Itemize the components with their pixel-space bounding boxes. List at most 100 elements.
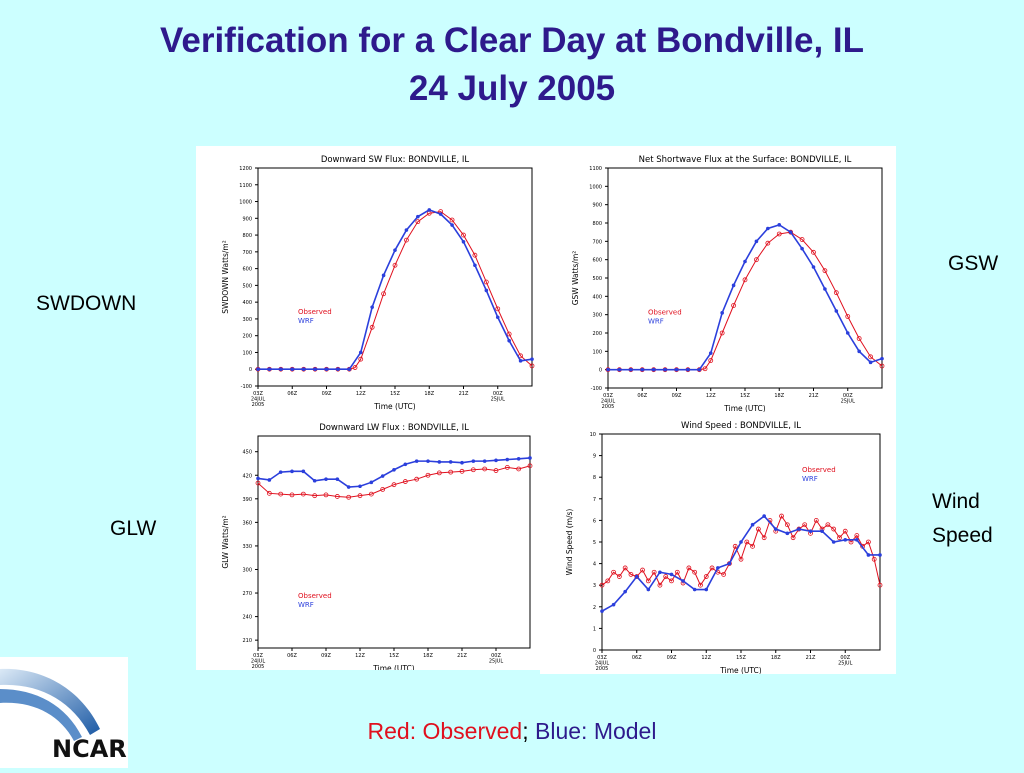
series-observed-point [698, 582, 703, 588]
series-wrf-point [777, 223, 782, 227]
series-wrf-point [471, 459, 476, 463]
series-observed-point [721, 571, 727, 577]
y-tick-label: 0 [593, 648, 596, 654]
x-tick-label: 18Z [423, 653, 433, 659]
x-tick-label-line: 03Z [253, 391, 263, 397]
series-wrf-point [634, 574, 639, 579]
series-wrf-point [278, 470, 283, 474]
y-tick-label: 600 [592, 258, 602, 264]
x-tick-label: 03Z 24JUL 2005 [251, 391, 265, 408]
x-tick-label-line: 12Z [356, 391, 366, 397]
y-tick-label: 0 [249, 367, 252, 373]
x-tick-label-line: 00Z [840, 655, 850, 661]
series-wrf-point [505, 457, 510, 462]
x-tick-label: 00Z 25JUL [841, 393, 855, 405]
label-glw: GLW [110, 517, 157, 540]
y-tick-label: 270 [242, 591, 252, 597]
series-observed-point [622, 565, 628, 571]
series-wrf-point [704, 587, 709, 592]
series-observed-point [334, 494, 340, 499]
series-observed-point [414, 476, 420, 482]
series-observed-point [278, 491, 284, 497]
series-observed-point [482, 466, 488, 472]
series-observed-point [352, 365, 358, 370]
series-observed-point [784, 522, 790, 528]
series-observed-point [856, 336, 862, 341]
series-observed-point [493, 468, 499, 473]
y-tick-label: -100 [241, 384, 252, 390]
series-wrf-point [762, 514, 766, 518]
series-observed-point [448, 469, 454, 475]
x-tick-label: 09Z [322, 391, 332, 397]
series-wrf-point [658, 570, 662, 575]
x-axis-label: Time (UTC) [372, 664, 415, 670]
y-tick-label: 900 [592, 203, 602, 209]
series-observed-point [472, 252, 478, 258]
series-observed-point [719, 330, 725, 336]
series-wrf-point [831, 540, 836, 544]
y-tick-label: 390 [242, 497, 252, 503]
series-wrf-point [256, 367, 260, 372]
series-observed-point [802, 522, 808, 528]
x-tick-label-line: 00Z [493, 391, 503, 397]
x-axis-label: Time (UTC) [723, 404, 766, 412]
series-wrf-point [743, 259, 747, 264]
y-tick-label: 100 [242, 350, 252, 356]
series-wrf-point [708, 351, 713, 355]
series-wrf-point [346, 485, 351, 489]
series-wrf-point [518, 359, 523, 363]
x-tick-label: 06Z [287, 391, 297, 397]
y-tick-label: 400 [242, 300, 252, 306]
y-tick-label: 360 [242, 520, 252, 526]
x-axis-label: Time (UTC) [719, 666, 762, 674]
x-tick-label: 15Z [389, 653, 399, 659]
ncar-logo-swoosh: NCAR [0, 668, 127, 763]
x-tick-label-line: 25JUL [489, 659, 503, 665]
series-observed-point [765, 240, 771, 246]
series-wrf-point [290, 367, 295, 372]
x-tick-label-line: 06Z [287, 391, 297, 397]
series-observed-point [402, 479, 408, 484]
series-observed-point [657, 582, 663, 588]
series-wrf-point [426, 459, 430, 463]
series-observed-point [470, 467, 476, 473]
y-tick-label: 200 [242, 334, 252, 340]
series-wrf-point [335, 477, 340, 481]
x-tick-label-line: 25JUL [841, 399, 855, 405]
x-tick-label: 21Z [459, 391, 469, 397]
x-tick-label: 18Z [771, 655, 781, 661]
series-wrf-point [727, 561, 732, 566]
x-tick-label-line: 15Z [736, 655, 746, 661]
x-tick-label: 09Z [667, 655, 677, 661]
series-wrf-point [855, 538, 859, 542]
series-observed-point [831, 526, 837, 532]
series-observed-point [616, 574, 622, 579]
series-observed-point [744, 539, 750, 545]
x-tick-label-line: 24JUL [251, 397, 265, 403]
series-wrf-point [629, 367, 633, 372]
series-wrf-point [878, 553, 882, 557]
y-tick-label: 420 [242, 473, 252, 479]
x-tick-label-line: 2005 [602, 404, 615, 410]
x-tick-label-line: 09Z [672, 393, 682, 399]
series-observed-point [289, 492, 295, 498]
series-observed-point [461, 232, 466, 238]
x-tick-label-line: 25JUL [838, 661, 852, 667]
x-axis-label: Time (UTC) [373, 402, 416, 411]
series-observed-point [391, 482, 397, 488]
series-wrf-point [414, 459, 419, 463]
series-wrf-point [267, 367, 272, 372]
series-wrf-point [720, 311, 724, 315]
series-observed-point [495, 306, 501, 312]
chart-title: Downward LW Flux : BONDVILLE, IL [319, 423, 469, 433]
series-wrf-point [301, 469, 306, 474]
footer-separator: ; [522, 718, 529, 744]
series-wrf-point [716, 566, 720, 570]
series-observed-point [731, 303, 736, 308]
series-observed-point [369, 324, 375, 330]
series-wrf-point [681, 579, 685, 583]
x-tick-label: 18Z [774, 393, 784, 399]
series-wrf-point [739, 540, 743, 544]
x-tick-label: 06Z [287, 653, 297, 659]
y-tick-label: 450 [242, 450, 252, 456]
